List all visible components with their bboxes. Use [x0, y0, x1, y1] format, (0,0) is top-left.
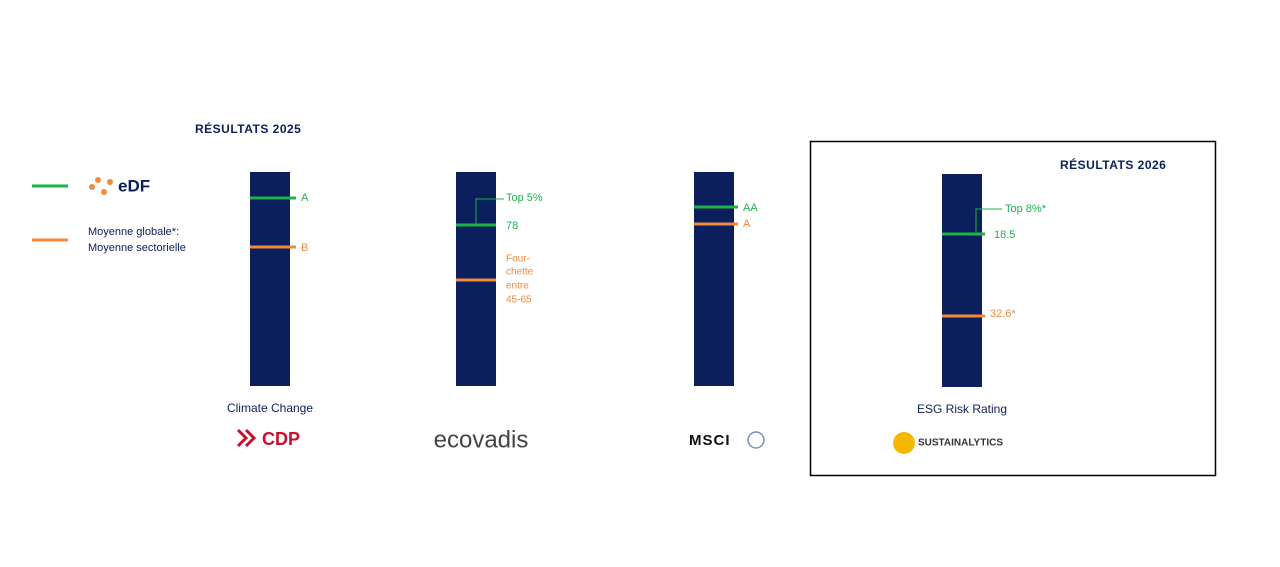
score-bar [250, 172, 290, 386]
cdp-logo: CDP [262, 429, 300, 449]
connector [475, 198, 504, 224]
edf-logo: eDF [89, 176, 150, 195]
score-bar [694, 172, 734, 386]
legend-global: Moyenne globale*: [88, 226, 179, 238]
average-score: B [301, 242, 308, 254]
ecovadis-logo: ecovadis [434, 426, 529, 453]
edf-score: AA [743, 202, 758, 214]
average-score: Four- [506, 254, 530, 265]
edf-logo-text: eDF [118, 176, 150, 195]
average-score: entre [506, 281, 529, 292]
title-2026: RÉSULTATS 2026 [1060, 157, 1166, 172]
column-name: Climate Change [227, 401, 313, 415]
edf-score: 18.5 [994, 229, 1015, 241]
average-score: chette [506, 267, 534, 278]
legend-sector: Moyenne sectorielle [88, 242, 186, 254]
average-score: 45-65 [506, 295, 532, 306]
percentile: Top 5% [506, 192, 543, 204]
average-score: 32.6* [990, 308, 1016, 320]
sustainalytics-icon [893, 432, 915, 454]
score-bar [942, 174, 982, 387]
title-2025: RÉSULTATS 2025 [195, 121, 301, 136]
connector [975, 208, 1002, 233]
msci-globe [747, 431, 765, 449]
highlight-box [809, 140, 1217, 477]
edf-score: 78 [506, 220, 518, 232]
sustainalytics-logo: SUSTAINALYTICS [918, 438, 1003, 449]
percentile: Top 8%* [1005, 203, 1047, 215]
msci-logo: MSCI [689, 432, 731, 449]
cdp-icon [236, 428, 257, 448]
average-score: A [743, 218, 751, 230]
column-name: ESG Risk Rating [917, 402, 1007, 416]
edf-score: A [301, 192, 309, 204]
